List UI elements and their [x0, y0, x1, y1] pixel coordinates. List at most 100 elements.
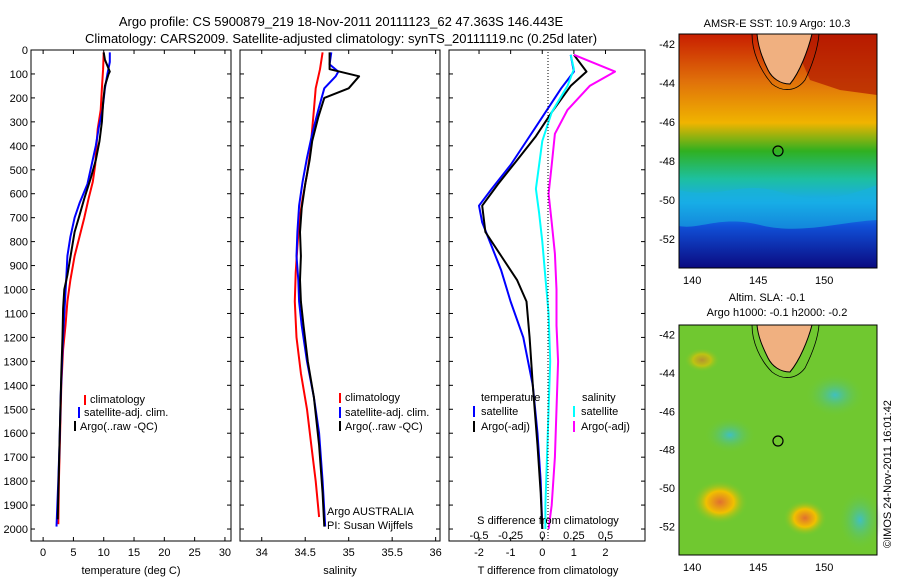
depth-tick-label: 1600	[4, 428, 28, 440]
depth-tick-label: 800	[10, 237, 28, 249]
sst-map-frame	[678, 33, 878, 269]
argo-float-marker	[772, 435, 784, 447]
depth-tick-label: 1700	[4, 452, 28, 464]
shelf-contour	[751, 324, 820, 378]
depth-tick-label: 1000	[4, 285, 28, 297]
s-difference-tick-label: 0.5	[598, 530, 613, 542]
temperature-xtick-label: 25	[189, 547, 201, 559]
sla-blob-positive-3	[684, 348, 720, 372]
tasmania-land	[756, 33, 813, 85]
depth-tick-label: 1200	[4, 332, 28, 344]
depth-tick-label: 2000	[4, 524, 28, 536]
sla-blob-negative-1	[805, 373, 865, 417]
legend-label-satellite: satellite-adj. clim.	[84, 407, 168, 419]
sst-map-title: AMSR-E SST: 10.9 Argo: 10.3	[704, 18, 851, 30]
float-owner-annotation: Argo AUSTRALIA	[327, 506, 414, 518]
salinity-series-argo-raw-qc-	[299, 52, 361, 527]
s-difference-label: S difference from climatology	[477, 515, 619, 527]
sla-blob-positive-2	[783, 500, 827, 536]
depth-tick-label: 1400	[4, 380, 28, 392]
float-pi-annotation: PI: Susan Wijffels	[327, 520, 413, 532]
depth-tick-label: 1800	[4, 476, 28, 488]
salinity-xtick-label: 36	[430, 547, 442, 559]
depth-tick-label: 1300	[4, 356, 28, 368]
t-difference-label: T difference from climatology	[478, 565, 619, 577]
sla-blob-positive-1	[692, 480, 748, 524]
salinity-xlabel: salinity	[323, 565, 357, 577]
imos-credit: ©IMOS 24-Nov-2011 16:01:42	[882, 400, 894, 548]
difference-xtick-label: 2	[602, 547, 608, 559]
salinity-xtick-label: 34	[256, 547, 268, 559]
difference-temperature-legend: temperature satellite Argo(-adj)	[473, 392, 540, 433]
map-sst-lat-label: -50	[659, 195, 675, 207]
map-sla-lon-label: 140	[683, 562, 701, 574]
argo-float-marker	[772, 145, 784, 157]
legend-title-temperature: temperature	[481, 392, 540, 404]
map-sst-lon-label: 145	[749, 275, 767, 287]
tasmania-land	[756, 324, 813, 373]
s-difference-tick-label: 0	[539, 530, 545, 542]
map-sst-lon-label: 150	[815, 275, 833, 287]
difference-xtick-label: 0	[539, 547, 545, 559]
map-sla-lat-label: -42	[659, 330, 675, 342]
sla-map	[678, 324, 882, 556]
difference-xtick-label: 1	[571, 547, 577, 559]
legend-label-sal-satellite: satellite	[581, 406, 618, 418]
temperature-xtick-label: 10	[98, 547, 110, 559]
depth-tick-label: 1900	[4, 500, 28, 512]
map-sst-lat-label: -46	[659, 117, 675, 129]
temperature-xlabel: temperature (deg C)	[81, 565, 180, 577]
sla-blob-negative-2	[704, 417, 756, 453]
difference-xtick-label: -2	[474, 547, 484, 559]
legend-label-sal-argo: Argo(-adj)	[581, 421, 630, 433]
legend-label-satellite: satellite-adj. clim.	[345, 407, 429, 419]
map-sla-lon-label: 145	[749, 562, 767, 574]
salinity-xtick-label: 35.5	[381, 547, 402, 559]
depth-tick-label: 100	[10, 69, 28, 81]
sla-map-title: Altim. SLA: -0.1	[729, 292, 805, 304]
map-sst-lat-label: -44	[659, 78, 675, 90]
legend-label-climatology: climatology	[345, 392, 401, 404]
map-sla-lat-label: -48	[659, 445, 675, 457]
s-difference-tick-label: -0.5	[470, 530, 489, 542]
salinity-panel-frame	[239, 49, 441, 542]
axis-ticks: 0 5 10 15 20 25 300100200300400500600700800900…	[4, 39, 834, 574]
salinity-xtick-label: 35	[343, 547, 355, 559]
map-sla-lat-label: -44	[659, 368, 675, 380]
shelf-contour	[751, 33, 820, 90]
depth-tick-label: 0	[22, 45, 28, 57]
sst-front	[679, 185, 877, 229]
map-sla-lon-label: 150	[815, 562, 833, 574]
depth-tick-label: 900	[10, 261, 28, 273]
temperature-xtick-label: 30	[219, 547, 231, 559]
temperature-series-argo-raw-qc-	[56, 52, 111, 520]
legend-label-climatology: climatology	[90, 394, 146, 406]
legend-label-temp-argo: Argo(-adj)	[481, 421, 530, 433]
sst-map	[678, 33, 878, 269]
depth-tick-label: 400	[10, 141, 28, 153]
depth-tick-label: 1500	[4, 404, 28, 416]
depth-tick-label: 300	[10, 117, 28, 129]
header-line1: Argo profile: CS 5900879_219 18-Nov-2011…	[119, 14, 564, 29]
map-sst-lat-label: -52	[659, 234, 675, 246]
header-line2: Climatology: CARS2009. Satellite-adjuste…	[85, 31, 597, 46]
depth-tick-label: 500	[10, 165, 28, 177]
legend-title-salinity: salinity	[582, 392, 616, 404]
difference-series-salinity-argo-adj-	[547, 53, 616, 530]
s-difference-tick-label: 0.25	[563, 530, 584, 542]
depth-tick-label: 600	[10, 189, 28, 201]
sla-map-subtitle: Argo h1000: -0.1 h2000: -0.2	[707, 307, 848, 319]
difference-xtick-label: -1	[506, 547, 516, 559]
temperature-xtick-label: 15	[128, 547, 140, 559]
map-sst-lon-label: 140	[683, 275, 701, 287]
salinity-xtick-label: 34.5	[295, 547, 316, 559]
temperature-legend: climatology satellite-adj. clim. Argo(..…	[74, 394, 168, 433]
sla-blob-negative-3	[838, 490, 882, 550]
legend-label-argo: Argo(..raw -QC)	[80, 421, 158, 433]
depth-tick-label: 1100	[4, 308, 28, 320]
temperature-xtick-label: 20	[158, 547, 170, 559]
temperature-panel-frame	[30, 49, 232, 542]
sst-warm-core	[790, 34, 877, 95]
map-sst-lat-label: -42	[659, 39, 675, 51]
